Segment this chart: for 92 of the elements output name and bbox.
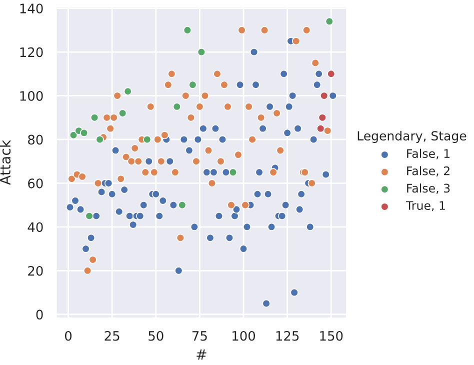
x-tick-label: 50: [148, 330, 164, 341]
y-tick-label: 20: [28, 266, 43, 276]
point: [238, 26, 246, 34]
point: [96, 135, 104, 144]
point: [124, 87, 132, 96]
point: [154, 135, 162, 144]
point: [69, 131, 78, 140]
x-tick-label: 75: [192, 331, 207, 341]
point: [208, 179, 216, 188]
point: [178, 200, 186, 210]
point: [256, 114, 266, 122]
point: [272, 109, 281, 118]
y-tick-label: 80: [28, 134, 43, 145]
legend-label: True, 1: [406, 201, 445, 212]
point: [172, 102, 182, 111]
point: [292, 36, 300, 46]
point: [83, 266, 92, 275]
point: [260, 26, 269, 34]
point: [244, 102, 253, 111]
point: [224, 102, 232, 111]
x-tick-label: 0: [64, 330, 72, 341]
point: [316, 124, 325, 133]
point: [228, 168, 238, 176]
x-tick-label: 125: [276, 330, 299, 341]
legend-label: False, 1: [407, 148, 450, 160]
point: [164, 80, 172, 89]
y-tick-label: 60: [28, 178, 43, 188]
point: [134, 157, 142, 166]
point: [68, 174, 76, 183]
point: [141, 168, 150, 176]
point: [182, 92, 190, 100]
point: [241, 200, 250, 210]
point: [143, 135, 152, 144]
point: [102, 114, 111, 122]
y-axis-title: Attack: [0, 140, 11, 185]
point: [150, 168, 158, 176]
point: [160, 131, 169, 140]
point: [183, 26, 192, 34]
point: [227, 200, 236, 210]
y-tick-label: 0: [36, 310, 43, 320]
y-tick-label: 40: [28, 222, 43, 232]
point: [204, 146, 213, 154]
point: [88, 256, 97, 264]
point: [130, 144, 139, 152]
point: [78, 172, 86, 181]
legend-label: False, 3: [407, 184, 450, 194]
point: [196, 102, 204, 111]
point: [118, 109, 127, 118]
point: [116, 174, 125, 183]
point: [318, 114, 326, 122]
point: [216, 157, 225, 166]
point: [302, 26, 311, 34]
point: [157, 157, 166, 166]
point: [85, 212, 94, 220]
point: [327, 70, 336, 78]
point: [186, 114, 196, 122]
point: [200, 92, 210, 100]
point: [146, 102, 155, 111]
point: [324, 126, 332, 135]
point: [106, 124, 114, 133]
point: [192, 157, 200, 166]
x-tick-label: 100: [232, 330, 256, 341]
x-tick-label: 25: [104, 330, 120, 341]
point: [308, 179, 316, 188]
point: [320, 92, 328, 100]
point: [269, 168, 278, 176]
point: [176, 234, 185, 242]
point: [171, 168, 180, 176]
point: [220, 80, 228, 89]
point: [213, 70, 222, 78]
point: [325, 17, 334, 26]
y-tick-label: 100: [20, 91, 43, 101]
point: [110, 114, 118, 122]
legend-title: Legendary, Stage: [358, 130, 466, 143]
point: [80, 128, 88, 138]
point: [197, 48, 206, 56]
y-tick-label: 140: [20, 4, 43, 14]
point: [127, 157, 136, 166]
point: [94, 179, 102, 188]
point: [234, 150, 242, 159]
y-tick-label: 120: [20, 47, 43, 58]
point: [168, 70, 176, 78]
x-axis-title: #: [196, 349, 206, 360]
point: [188, 80, 197, 89]
legend-label: False, 2: [407, 166, 450, 177]
point: [90, 114, 99, 122]
point: [248, 135, 256, 144]
point: [113, 92, 122, 100]
x-tick-label: 150: [320, 330, 343, 341]
point: [311, 58, 320, 68]
point: [276, 146, 284, 154]
point: [122, 152, 130, 162]
